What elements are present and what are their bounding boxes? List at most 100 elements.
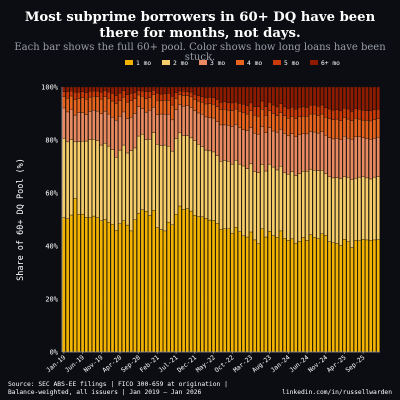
bar-segment [107,98,111,115]
bar-segment [166,114,171,147]
bar-segment [140,86,145,92]
bar-segment [219,161,223,230]
bar-segment [342,86,347,109]
bar-segment [275,237,279,353]
bar-segment [294,242,298,353]
bar-segment [316,170,320,239]
bar-segment [118,115,122,151]
title-line-2: there for months, not days. [99,26,301,41]
bar-segment [297,116,302,135]
bar-segment [249,86,253,104]
x-tick-label: Apr-25 [326,354,348,374]
bar-segment [163,144,167,232]
bar-segment [189,137,193,212]
bar-segment [226,228,231,353]
bar-segment [193,99,197,111]
bar-segment [181,209,186,353]
bar-segment [335,118,339,139]
bar-segment [73,141,77,199]
title-line-1: Most subprime borrowers in 60+ DQ have b… [24,10,376,25]
bar-segment [286,240,291,353]
bar-segment [92,215,96,353]
bar-segment [99,144,103,222]
bar-segment [151,210,156,353]
bar-segment [65,97,70,113]
bar-segment [282,106,287,116]
bar-segment [230,126,234,165]
bar-segment [92,86,96,92]
bar-segment [331,177,335,243]
legend-label: 2 mo [173,60,188,67]
bar-segment [77,92,81,99]
bar-segment [234,108,238,125]
bar-segment [204,86,208,99]
bar-segment [148,110,152,140]
bar-segment [181,86,186,92]
bar-segment [245,86,249,106]
bar-segment [155,114,160,145]
bar-segment [208,103,212,118]
bar-segment [350,179,354,248]
bar-segment [69,95,74,110]
bar-segment [62,91,66,97]
bar-segment [122,144,126,222]
bar-segment [155,86,160,94]
bar-segment [65,91,70,99]
bar-segment [256,115,261,135]
bar-segment [342,117,347,137]
bar-segment [92,90,96,97]
bar-segment [185,86,190,92]
bar-segment [170,86,175,97]
bar-segment [264,132,268,172]
bar-segment [110,100,115,118]
bar-segment [316,115,320,134]
bar-segment [309,105,313,115]
bar-segment [92,139,96,217]
bar-segment [339,86,343,112]
bar-segment [241,165,246,236]
bar-segment [234,86,238,103]
bar-segment [260,126,264,165]
bar-segment [215,223,219,353]
bar-segment [223,124,227,161]
bar-segment [118,92,122,101]
bar-segment [237,231,242,353]
bar-segment [234,124,238,161]
bar-segment [252,106,257,116]
bar-segment [151,86,156,91]
bar-segment [309,131,313,170]
bar-segment [237,103,242,112]
bar-segment [196,216,201,353]
bar-segment [267,86,272,103]
bar-segment [339,178,343,246]
bar-segment [312,237,317,353]
x-tick-label: Oct-22 [214,354,236,374]
bar-segment [264,170,268,238]
legend-label: 1 mo [136,60,151,67]
x-tick-label: Jan-19 [45,354,67,374]
bar-segment [368,139,373,180]
bar-segment [181,95,186,107]
bar-segment [84,86,89,93]
bar-segment [189,92,193,97]
bar-segment [361,137,365,178]
bar-segment [312,113,317,133]
bar-segment [357,136,362,178]
source-line-1: Source: SEC ABS-EE filings | FICO 300-65… [8,381,228,388]
bar-segment [62,96,66,109]
bar-segment [196,95,201,102]
bar-segment [170,150,175,225]
bar-segment [226,102,231,111]
bar-segment [267,163,272,232]
x-tick-label: Apr-20 [101,354,123,374]
bar-segment [62,137,66,218]
bar-segment [144,98,148,113]
bar-segment [193,140,197,216]
bar-segment [279,128,283,167]
bar-segment [297,241,302,353]
bar-segment [178,205,182,353]
bar-segment [77,98,81,113]
legend-swatch [273,60,281,65]
bar-segment [256,106,261,117]
bar-segment [309,86,313,106]
